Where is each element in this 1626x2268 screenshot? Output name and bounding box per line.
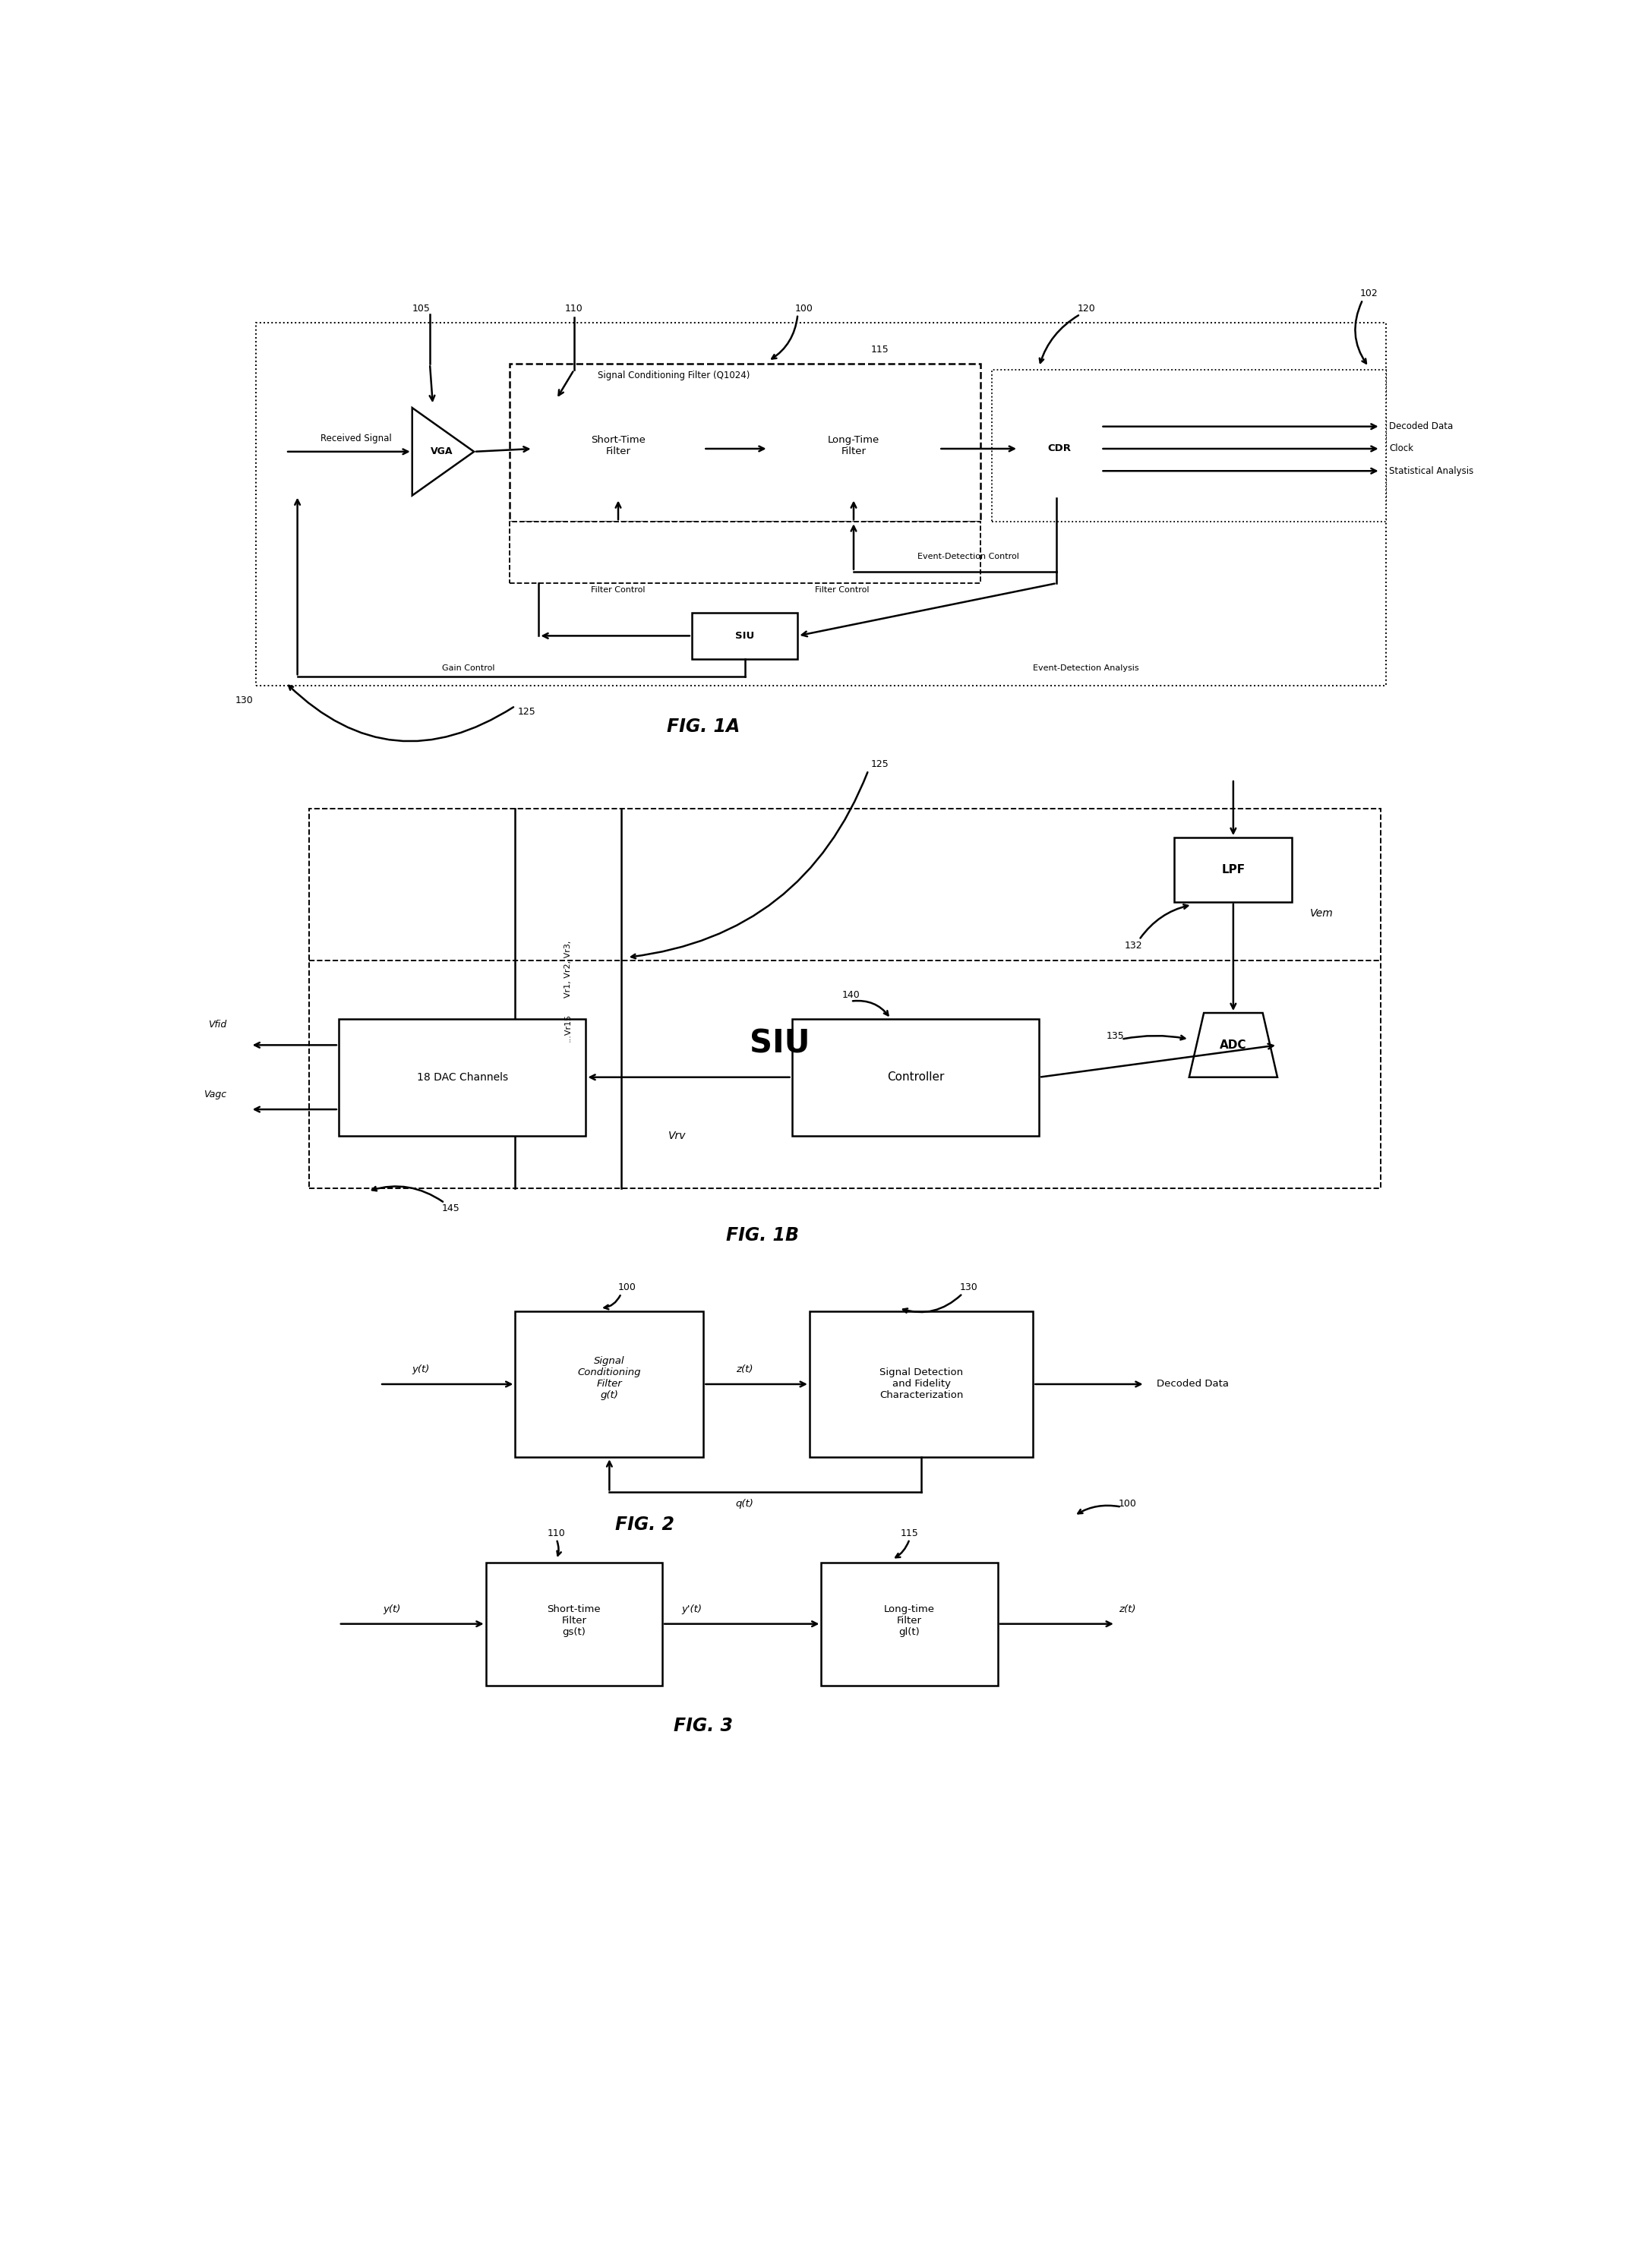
Text: 140: 140 <box>842 991 860 1000</box>
Text: 100: 100 <box>618 1284 636 1293</box>
Text: Short-Time
Filter: Short-Time Filter <box>590 435 646 456</box>
Text: Received Signal: Received Signal <box>320 433 392 445</box>
Text: Controller: Controller <box>886 1070 945 1082</box>
Bar <box>257 322 1387 685</box>
Text: Signal
Conditioning
Filter
g(t): Signal Conditioning Filter g(t) <box>577 1356 641 1399</box>
Text: Decoded Data: Decoded Data <box>1156 1379 1229 1388</box>
Bar <box>515 1311 704 1458</box>
Text: Long-time
Filter
gl(t): Long-time Filter gl(t) <box>885 1606 935 1637</box>
Text: Event-Detection Analysis: Event-Detection Analysis <box>1033 665 1140 671</box>
Text: Vr1, Vr2, Vr3,: Vr1, Vr2, Vr3, <box>564 941 572 998</box>
Bar <box>1174 837 1293 903</box>
Text: LPF: LPF <box>1221 864 1246 875</box>
Text: y(t): y(t) <box>411 1365 429 1374</box>
Text: 100: 100 <box>1119 1499 1137 1508</box>
Text: 130: 130 <box>236 696 254 705</box>
Polygon shape <box>1189 1014 1278 1077</box>
Text: FIG. 2: FIG. 2 <box>615 1515 675 1533</box>
Text: z(t): z(t) <box>1119 1603 1137 1615</box>
Bar <box>509 363 980 522</box>
Text: VGA: VGA <box>431 447 452 456</box>
Text: 135: 135 <box>1107 1032 1125 1041</box>
Text: Statistical Analysis: Statistical Analysis <box>1389 465 1473 476</box>
Bar <box>486 1563 662 1685</box>
Text: Signal Detection
and Fidelity
Characterization: Signal Detection and Fidelity Characteri… <box>880 1368 963 1402</box>
Text: FIG. 1A: FIG. 1A <box>667 717 740 735</box>
Text: SIU: SIU <box>735 631 754 642</box>
Text: SIU: SIU <box>750 1027 810 1059</box>
Text: Vem: Vem <box>1311 907 1333 919</box>
Text: 115: 115 <box>872 345 889 354</box>
Text: Signal Conditioning Filter (Q1024): Signal Conditioning Filter (Q1024) <box>598 370 750 381</box>
Text: Short-time
Filter
gs(t): Short-time Filter gs(t) <box>548 1606 602 1637</box>
Text: Vfid: Vfid <box>208 1021 226 1030</box>
Text: Clock: Clock <box>1389 445 1413 454</box>
Text: 18 DAC Channels: 18 DAC Channels <box>416 1073 507 1082</box>
Text: FIG. 1B: FIG. 1B <box>725 1227 798 1245</box>
Text: CDR: CDR <box>1047 445 1072 454</box>
Bar <box>769 399 938 499</box>
Text: 132: 132 <box>1124 941 1141 950</box>
Text: 110: 110 <box>548 1529 566 1538</box>
Bar <box>821 1563 998 1685</box>
Text: FIG. 3: FIG. 3 <box>673 1717 733 1735</box>
Text: 115: 115 <box>901 1529 919 1538</box>
Bar <box>810 1311 1033 1458</box>
Text: ...Vr15: ...Vr15 <box>564 1014 572 1041</box>
Text: 100: 100 <box>795 304 813 313</box>
Polygon shape <box>1018 399 1101 499</box>
Text: 125: 125 <box>519 708 537 717</box>
Text: 102: 102 <box>1359 288 1377 299</box>
Text: Decoded Data: Decoded Data <box>1389 422 1454 431</box>
Text: Vrv: Vrv <box>668 1129 686 1141</box>
Text: Filter Control: Filter Control <box>590 587 646 594</box>
Bar <box>691 612 798 660</box>
Text: Filter Control: Filter Control <box>815 587 868 594</box>
Bar <box>309 807 1380 1188</box>
Text: q(t): q(t) <box>735 1499 754 1508</box>
Text: 120: 120 <box>1076 304 1096 313</box>
Text: Vagc: Vagc <box>203 1091 226 1100</box>
Text: 145: 145 <box>441 1204 460 1213</box>
Polygon shape <box>413 408 475 494</box>
Text: 105: 105 <box>411 304 431 313</box>
Text: Long-Time
Filter: Long-Time Filter <box>828 435 880 456</box>
Text: 110: 110 <box>566 304 584 313</box>
Text: y(t): y(t) <box>382 1603 400 1615</box>
Text: 125: 125 <box>872 760 889 769</box>
Text: 130: 130 <box>959 1284 977 1293</box>
Text: z(t): z(t) <box>737 1365 753 1374</box>
Text: Gain Control: Gain Control <box>442 665 494 671</box>
Bar <box>509 522 980 583</box>
Text: ADC: ADC <box>1220 1039 1247 1050</box>
Bar <box>992 370 1387 522</box>
Text: y'(t): y'(t) <box>681 1603 702 1615</box>
Text: Event-Detection Control: Event-Detection Control <box>917 553 1020 560</box>
Bar <box>338 1018 585 1136</box>
Bar <box>792 1018 1039 1136</box>
Bar <box>533 399 704 499</box>
